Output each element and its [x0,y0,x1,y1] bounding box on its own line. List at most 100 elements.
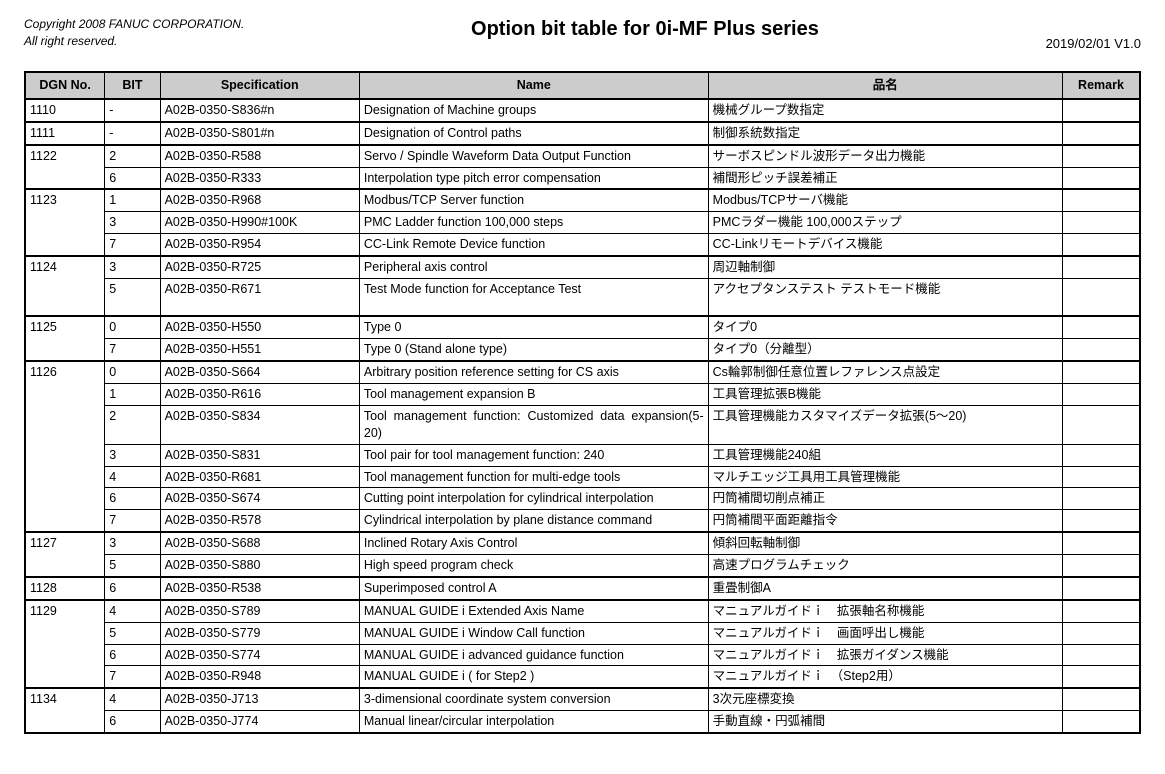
dgn-cell: 1129 [25,600,105,689]
remark-cell [1062,384,1140,406]
remark-cell [1062,488,1140,510]
name-cell: MANUAL GUIDE i advanced guidance functio… [359,644,708,666]
remark-cell [1062,122,1140,145]
spec-cell: A02B-0350-S664 [160,361,359,383]
spec-cell: A02B-0350-J774 [160,711,359,733]
table-row: 7A02B-0350-H551Type 0 (Stand alone type)… [25,339,1140,361]
table-row: 11286A02B-0350-R538Superimposed control … [25,577,1140,600]
jname-cell: 補間形ピッチ誤差補正 [708,167,1062,189]
name-cell: Superimposed control A [359,577,708,600]
dgn-cell: 1111 [25,122,105,145]
bit-cell: 3 [105,256,160,278]
table-row: 11231A02B-0350-R968Modbus/TCP Server fun… [25,189,1140,211]
bit-cell: - [105,99,160,122]
table-row: 11260A02B-0350-S664Arbitrary position re… [25,361,1140,383]
table-row: 11250A02B-0350-H550Type 0タイプ0 [25,316,1140,338]
bit-cell: 4 [105,466,160,488]
remark-cell [1062,600,1140,622]
bit-cell: 6 [105,488,160,510]
name-cell: Tool management function for multi-edge … [359,466,708,488]
name-cell: Manual linear/circular interpolation [359,711,708,733]
jname-cell: 機械グループ数指定 [708,99,1062,122]
remark-cell [1062,666,1140,688]
spec-cell: A02B-0350-R954 [160,234,359,256]
jname-cell: アクセプタンステスト テストモード機能 [708,278,1062,316]
name-cell: Tool management expansion B [359,384,708,406]
name-cell: MANUAL GUIDE i Extended Axis Name [359,600,708,622]
remark-cell [1062,405,1140,444]
remark-cell [1062,234,1140,256]
copyright-block: Copyright 2008 FANUC CORPORATION. All ri… [24,16,244,50]
jname-cell: マルチエッジ工具用工具管理機能 [708,466,1062,488]
bit-cell: - [105,122,160,145]
bit-cell: 0 [105,316,160,338]
col-header-bit: BIT [105,72,160,99]
remark-cell [1062,510,1140,532]
jname-cell: 制御系統数指定 [708,122,1062,145]
table-row: 6A02B-0350-R333Interpolation type pitch … [25,167,1140,189]
bit-cell: 4 [105,688,160,710]
remark-cell [1062,167,1140,189]
spec-cell: A02B-0350-H551 [160,339,359,361]
name-cell: Peripheral axis control [359,256,708,278]
name-cell: High speed program check [359,555,708,577]
table-row: 5A02B-0350-S880High speed program check高… [25,555,1140,577]
spec-cell: A02B-0350-R538 [160,577,359,600]
dgn-cell: 1123 [25,189,105,256]
remark-cell [1062,555,1140,577]
bit-cell: 1 [105,384,160,406]
jname-cell: 重畳制御A [708,577,1062,600]
spec-cell: A02B-0350-S880 [160,555,359,577]
table-row: 11222A02B-0350-R588Servo / Spindle Wavef… [25,145,1140,167]
table-row: 6A02B-0350-S674Cutting point interpolati… [25,488,1140,510]
name-cell: Tool management function: Customized dat… [359,405,708,444]
jname-cell: CC-Linkリモートデバイス機能 [708,234,1062,256]
name-cell: Type 0 [359,316,708,338]
table-row: 6A02B-0350-J774Manual linear/circular in… [25,711,1140,733]
bit-cell: 2 [105,145,160,167]
bit-cell: 6 [105,577,160,600]
spec-cell: A02B-0350-R968 [160,189,359,211]
remark-cell [1062,99,1140,122]
bit-cell: 5 [105,622,160,644]
jname-cell: Cs輪郭制御任意位置レファレンス点設定 [708,361,1062,383]
remark-cell [1062,577,1140,600]
bit-cell: 2 [105,405,160,444]
col-header-jname: 品名 [708,72,1062,99]
remark-cell [1062,622,1140,644]
jname-cell: 工具管理機能カスタマイズデータ拡張(5～20) [708,405,1062,444]
spec-cell: A02B-0350-R588 [160,145,359,167]
spec-cell: A02B-0350-R333 [160,167,359,189]
spec-cell: A02B-0350-S688 [160,532,359,554]
remark-cell [1062,688,1140,710]
name-cell: MANUAL GUIDE i Window Call function [359,622,708,644]
bit-cell: 6 [105,167,160,189]
table-row: 5A02B-0350-S779MANUAL GUIDE i Window Cal… [25,622,1140,644]
dgn-cell: 1126 [25,361,105,532]
dgn-cell: 1110 [25,99,105,122]
version-text: 2019/02/01 V1.0 [1046,36,1141,51]
name-cell: MANUAL GUIDE i ( for Step2 ) [359,666,708,688]
col-header-remark: Remark [1062,72,1140,99]
jname-cell: マニュアルガイドｉ 画面呼出し機能 [708,622,1062,644]
jname-cell: PMCラダー機能 100,000ステップ [708,212,1062,234]
name-cell: CC-Link Remote Device function [359,234,708,256]
bit-cell: 7 [105,510,160,532]
jname-cell: 工具管理機能240組 [708,444,1062,466]
name-cell: Cutting point interpolation for cylindri… [359,488,708,510]
name-cell: Interpolation type pitch error compensat… [359,167,708,189]
option-bit-table: DGN No. BIT Specification Name 品名 Remark… [24,71,1141,734]
table-row: 2A02B-0350-S834Tool management function:… [25,405,1140,444]
spec-cell: A02B-0350-R948 [160,666,359,688]
jname-cell: 円筒補間切削点補正 [708,488,1062,510]
name-cell: Servo / Spindle Waveform Data Output Fun… [359,145,708,167]
bit-cell: 7 [105,234,160,256]
dgn-cell: 1125 [25,316,105,361]
spec-cell: A02B-0350-R671 [160,278,359,316]
table-row: 3A02B-0350-S831Tool pair for tool manage… [25,444,1140,466]
name-cell: Designation of Control paths [359,122,708,145]
dgn-cell: 1128 [25,577,105,600]
bit-cell: 5 [105,555,160,577]
bit-cell: 3 [105,532,160,554]
remark-cell [1062,339,1140,361]
